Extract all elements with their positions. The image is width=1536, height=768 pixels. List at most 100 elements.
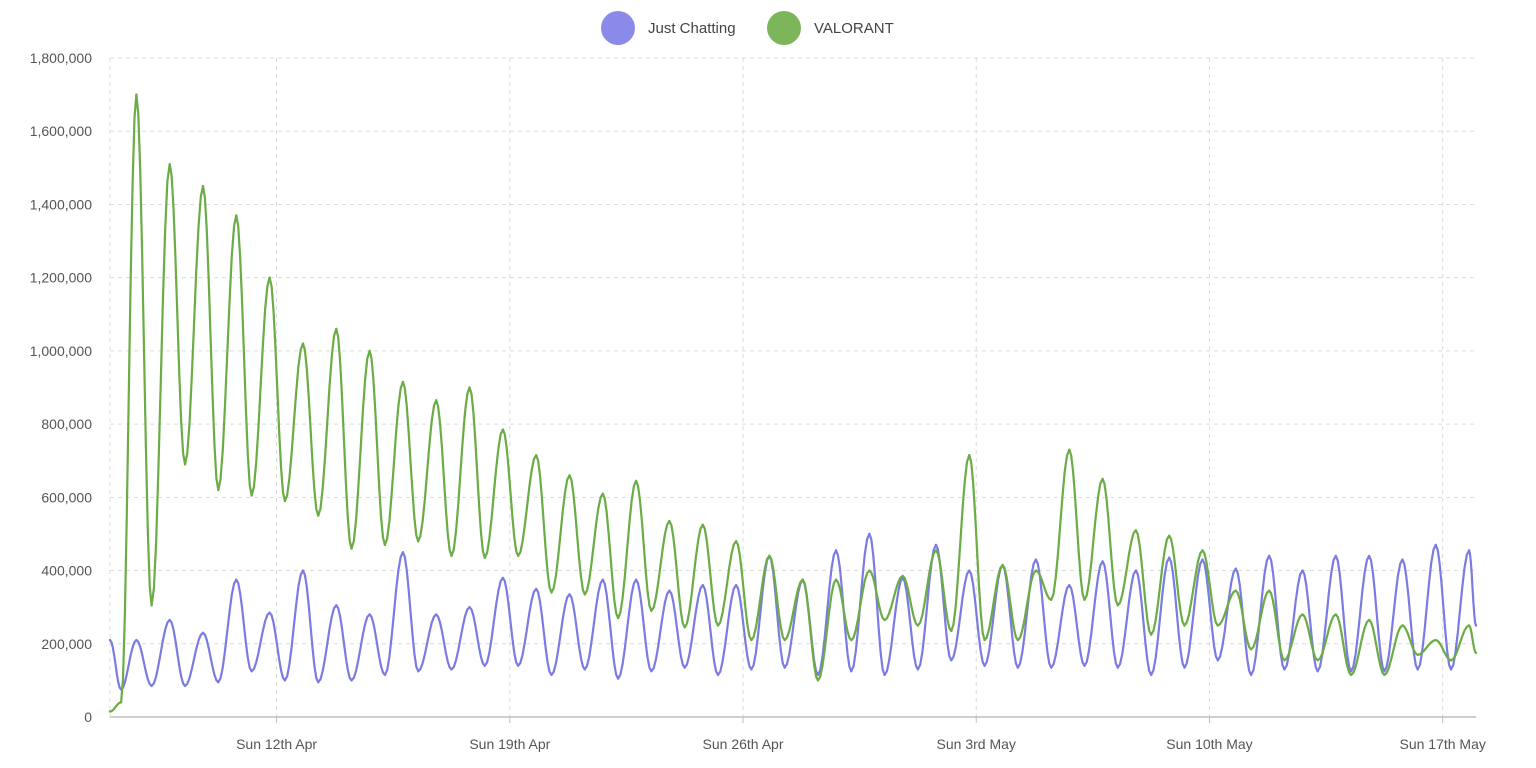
legend-item-valorant[interactable]: VALORANT — [767, 11, 894, 45]
data-point[interactable] — [535, 587, 538, 591]
data-point[interactable] — [1416, 668, 1419, 671]
data-point[interactable] — [1150, 673, 1153, 677]
data-point[interactable] — [783, 638, 786, 642]
data-point[interactable] — [1416, 653, 1419, 656]
data-point[interactable] — [1001, 563, 1004, 567]
data-point[interactable] — [668, 519, 671, 523]
data-point[interactable] — [1301, 569, 1304, 572]
data-point[interactable] — [1050, 666, 1053, 669]
data-point[interactable] — [750, 668, 753, 671]
data-point[interactable] — [1474, 651, 1478, 655]
data-point[interactable] — [601, 578, 604, 581]
data-point[interactable] — [816, 679, 820, 682]
data-point[interactable] — [883, 618, 886, 622]
data-point[interactable] — [1367, 618, 1371, 622]
data-point[interactable] — [168, 163, 171, 166]
data-point[interactable] — [268, 611, 271, 614]
data-point[interactable] — [968, 569, 971, 572]
data-point[interactable] — [1116, 666, 1120, 669]
data-point[interactable] — [368, 613, 371, 616]
data-point[interactable] — [435, 613, 438, 616]
data-point[interactable] — [1316, 659, 1319, 662]
data-point[interactable] — [135, 93, 138, 96]
data-point[interactable] — [417, 540, 420, 543]
data-point[interactable] — [1349, 670, 1353, 673]
data-point[interactable] — [1234, 589, 1238, 592]
data-point[interactable] — [1474, 624, 1478, 627]
data-point[interactable] — [1383, 670, 1386, 673]
data-point[interactable] — [368, 349, 371, 353]
data-point[interactable] — [550, 591, 553, 594]
data-point[interactable] — [734, 540, 738, 543]
data-point[interactable] — [1101, 477, 1104, 481]
data-point[interactable] — [168, 618, 171, 622]
data-point[interactable] — [150, 604, 153, 607]
data-point[interactable] — [283, 499, 287, 503]
data-point[interactable] — [1334, 613, 1338, 616]
data-point[interactable] — [317, 681, 320, 684]
data-point[interactable] — [1268, 554, 1271, 558]
data-point[interactable] — [1334, 554, 1338, 558]
series-line-just-chatting[interactable] — [109, 532, 1478, 691]
data-point[interactable] — [716, 673, 720, 677]
data-point[interactable] — [283, 679, 287, 682]
data-point[interactable] — [1434, 543, 1437, 547]
data-point[interactable] — [401, 551, 405, 554]
data-point[interactable] — [983, 638, 986, 642]
data-point[interactable] — [568, 593, 571, 596]
data-point[interactable] — [1101, 560, 1104, 563]
data-point[interactable] — [650, 609, 653, 612]
data-point[interactable] — [1201, 558, 1204, 561]
data-point[interactable] — [119, 701, 123, 704]
data-point[interactable] — [501, 576, 505, 580]
data-point[interactable] — [650, 670, 653, 673]
data-point[interactable] — [317, 514, 320, 517]
data-point[interactable] — [916, 668, 920, 671]
data-point[interactable] — [701, 523, 704, 526]
data-point[interactable] — [383, 543, 387, 547]
data-point[interactable] — [968, 454, 971, 457]
data-point[interactable] — [801, 578, 804, 581]
data-point[interactable] — [1068, 448, 1071, 451]
data-point[interactable] — [668, 589, 671, 592]
data-point[interactable] — [535, 454, 538, 457]
data-point[interactable] — [934, 543, 938, 547]
data-point[interactable] — [401, 380, 405, 384]
series-line-valorant[interactable] — [109, 93, 1477, 713]
data-point[interactable] — [350, 547, 353, 550]
data-point[interactable] — [417, 670, 420, 673]
data-point[interactable] — [1434, 638, 1437, 642]
data-point[interactable] — [683, 626, 686, 629]
data-point[interactable] — [616, 677, 620, 680]
data-point[interactable] — [1168, 556, 1171, 559]
data-point[interactable] — [516, 554, 520, 558]
data-point[interactable] — [1201, 549, 1204, 552]
data-point[interactable] — [1467, 624, 1471, 627]
data-point[interactable] — [1349, 673, 1353, 677]
data-point[interactable] — [1183, 666, 1186, 669]
data-point[interactable] — [183, 684, 187, 688]
data-point[interactable] — [950, 629, 953, 633]
data-point[interactable] — [850, 638, 853, 642]
data-point[interactable] — [250, 670, 253, 673]
data-point[interactable] — [734, 584, 738, 587]
data-point[interactable] — [1449, 659, 1453, 662]
data-point[interactable] — [108, 638, 112, 642]
data-point[interactable] — [350, 679, 353, 682]
data-point[interactable] — [550, 673, 553, 677]
data-point[interactable] — [834, 578, 838, 581]
data-point[interactable] — [1034, 558, 1038, 561]
data-point[interactable] — [1234, 567, 1238, 570]
data-point[interactable] — [1268, 589, 1271, 592]
data-point[interactable] — [783, 666, 786, 669]
data-point[interactable] — [901, 574, 904, 578]
data-point[interactable] — [217, 681, 220, 684]
data-point[interactable] — [1134, 529, 1138, 532]
data-point[interactable] — [1150, 633, 1153, 636]
data-point[interactable] — [768, 554, 771, 558]
data-point[interactable] — [468, 386, 471, 389]
data-point[interactable] — [1034, 569, 1038, 572]
data-point[interactable] — [883, 673, 886, 677]
data-point[interactable] — [450, 668, 453, 671]
data-point[interactable] — [150, 684, 153, 688]
